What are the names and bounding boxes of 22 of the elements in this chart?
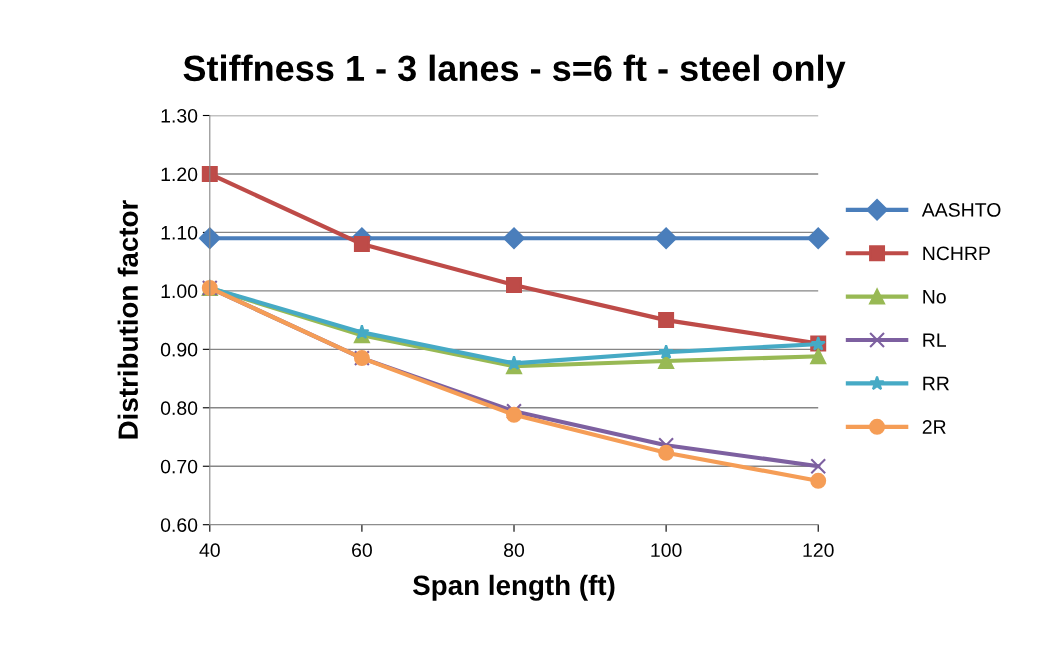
- y-tick-label: 0.60: [160, 518, 198, 532]
- x-tick-label: 100: [651, 543, 682, 558]
- y-tick-label: 1.00: [161, 284, 198, 299]
- x-tick-label: 120: [803, 543, 834, 558]
- legend-label: RR: [923, 376, 949, 391]
- y-tick-label: 1.10: [161, 225, 198, 240]
- y-tick-label: 0.80: [160, 401, 198, 416]
- chart-title: Stiffness 1 - 3 lanes - s=6 ft - steel only: [183, 54, 846, 89]
- y-tick-label: 1.20: [161, 167, 198, 182]
- x-tick-label: 40: [199, 543, 220, 558]
- y-tick-label: 1.30: [161, 108, 198, 123]
- legend-label: No: [923, 290, 946, 304]
- x-axis-title: Span length (ft): [412, 574, 615, 601]
- legend-label: NCHRP: [923, 246, 990, 261]
- y-tick-label: 0.70: [160, 459, 198, 474]
- x-tick-label: 80: [504, 543, 525, 558]
- legend-label: RL: [923, 333, 946, 347]
- y-tick-label: 0.90: [160, 342, 198, 357]
- legend-label: 2R: [922, 420, 946, 434]
- legend-label: AASHTO: [921, 203, 1001, 217]
- x-tick-label: 60: [352, 543, 372, 558]
- y-axis-title: Distribution factor: [117, 200, 138, 439]
